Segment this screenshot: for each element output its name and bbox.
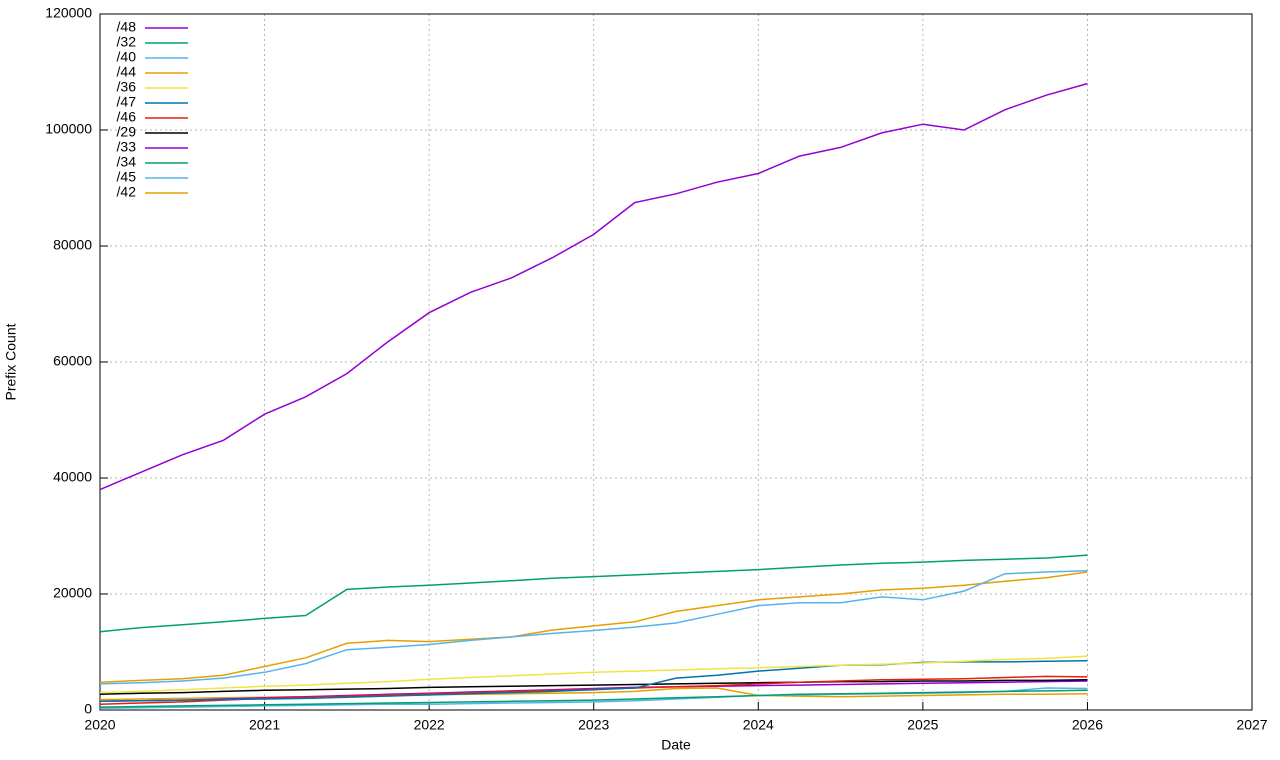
legend-label: /48 bbox=[117, 19, 137, 35]
legend-label: /44 bbox=[117, 64, 137, 80]
series-line bbox=[99, 571, 1088, 683]
y-tick-label: 60000 bbox=[53, 353, 92, 369]
legend-label: /47 bbox=[117, 94, 137, 110]
legend-label: /45 bbox=[117, 169, 137, 185]
x-tick-label: 2025 bbox=[907, 717, 938, 733]
legend-label: /46 bbox=[117, 109, 137, 125]
series-line bbox=[99, 655, 1088, 694]
x-tick-label: 2023 bbox=[578, 717, 609, 733]
series-line bbox=[99, 679, 1088, 696]
series-line bbox=[99, 570, 1088, 685]
y-tick-label: 20000 bbox=[53, 585, 92, 601]
x-axis-label: Date bbox=[661, 737, 691, 753]
y-tick-label: 0 bbox=[84, 701, 92, 717]
legend-label: /36 bbox=[117, 79, 137, 95]
x-tick-label: 2022 bbox=[414, 717, 445, 733]
legend-label: /29 bbox=[117, 124, 137, 140]
y-tick-label: 80000 bbox=[53, 237, 92, 253]
y-tick-label: 40000 bbox=[53, 469, 92, 485]
y-tick-label: 120000 bbox=[45, 5, 92, 21]
x-tick-label: 2020 bbox=[84, 717, 115, 733]
legend-label: /40 bbox=[117, 49, 137, 65]
legend-label: /34 bbox=[117, 154, 137, 170]
y-axis-label: Prefix Count bbox=[3, 323, 19, 400]
x-tick-label: 2027 bbox=[1236, 717, 1267, 733]
x-tick-label: 2021 bbox=[249, 717, 280, 733]
x-tick-label: 2024 bbox=[743, 717, 774, 733]
x-tick-label: 2026 bbox=[1072, 717, 1103, 733]
plot-frame bbox=[99, 13, 1253, 711]
legend-label: /42 bbox=[117, 184, 137, 200]
legend-label: /32 bbox=[117, 34, 137, 50]
y-tick-label: 100000 bbox=[45, 121, 92, 137]
series-line bbox=[99, 554, 1088, 633]
series-line bbox=[99, 689, 1088, 708]
series-line bbox=[99, 82, 1088, 491]
legend-label: /33 bbox=[117, 139, 137, 155]
